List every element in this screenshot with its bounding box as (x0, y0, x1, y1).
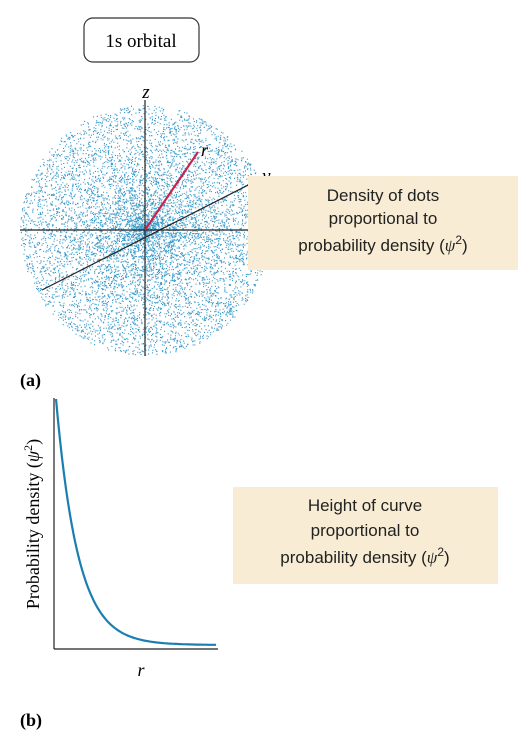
callout-line: probability density (ψ2) (280, 545, 449, 567)
callout-line: proportional to (329, 209, 438, 228)
callout-box (248, 176, 518, 270)
superscript: 2 (437, 545, 444, 559)
x-axis-label: r (137, 660, 145, 680)
text-part: ) (23, 439, 44, 445)
superscript: 2 (455, 233, 462, 247)
r-label: r (201, 140, 209, 160)
orbital-label-box (83, 17, 200, 63)
psi: ψ (23, 450, 43, 462)
psi: ψ (445, 236, 456, 255)
callout-line: probability density (ψ2) (298, 233, 467, 255)
z-label: z (141, 82, 150, 103)
callout-text: Density of dots proportional to probabil… (298, 186, 467, 255)
text-part: probability density ( (298, 236, 445, 255)
text-part: ) (462, 236, 468, 255)
text-part: probability density ( (280, 548, 427, 567)
panel-label: (b) (20, 710, 42, 731)
orbital-label: 1s orbital (105, 31, 176, 52)
callout-line: Height of curve (308, 496, 422, 515)
superscript: 2 (21, 445, 35, 451)
text-part: ) (444, 548, 450, 567)
callout-box (233, 487, 498, 584)
callout-text: Height of curve proportional to probabil… (280, 496, 449, 567)
y-axis (41, 179, 259, 291)
panel-label: (a) (20, 370, 41, 391)
radius-line (144, 151, 199, 231)
psi: ψ (427, 548, 438, 567)
text-part: Probability density ( (23, 462, 44, 609)
probability-curve (54, 398, 216, 646)
callout-line: proportional to (311, 521, 420, 540)
y-axis-label: Probability density (ψ2) (21, 439, 44, 609)
callout-line: Density of dots (327, 186, 439, 205)
